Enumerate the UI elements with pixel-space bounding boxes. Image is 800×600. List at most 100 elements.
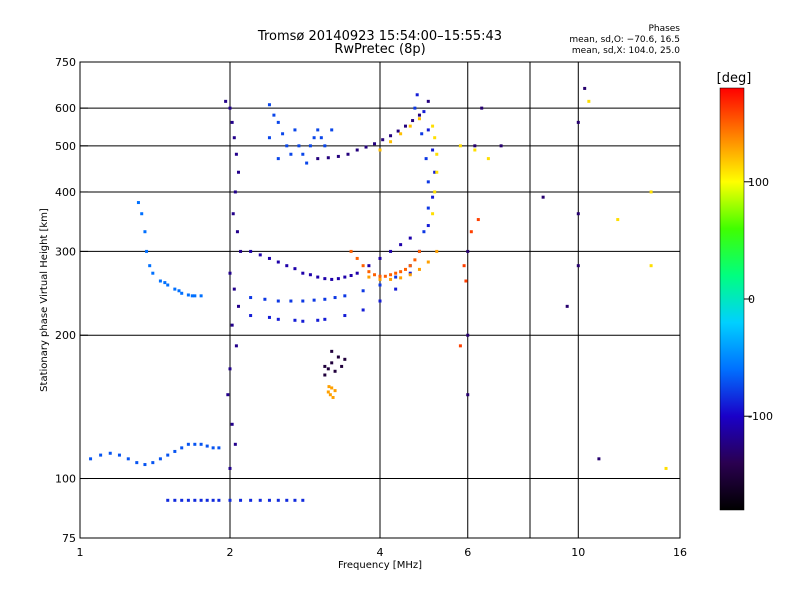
data-point xyxy=(343,357,347,361)
x-axis-ticks: 1 2 4 6 10 16 xyxy=(77,546,688,559)
colorbar-ticks: 100 0 -100 xyxy=(744,176,773,423)
data-point xyxy=(151,271,155,275)
data-point xyxy=(408,271,412,275)
data-point xyxy=(426,99,430,103)
data-point xyxy=(565,304,569,308)
data-point xyxy=(417,113,421,117)
stats-heading: Phases xyxy=(648,24,680,34)
data-point xyxy=(583,86,587,90)
data-point xyxy=(217,446,221,450)
data-point xyxy=(378,283,382,287)
data-point xyxy=(281,132,285,136)
data-point xyxy=(258,253,262,257)
data-point xyxy=(239,249,243,253)
data-point xyxy=(541,195,545,199)
data-point xyxy=(323,373,327,377)
data-point xyxy=(249,314,253,318)
data-point xyxy=(230,323,234,327)
data-point xyxy=(408,236,412,240)
data-point xyxy=(305,161,309,165)
data-point xyxy=(649,190,653,194)
data-point xyxy=(323,277,327,281)
data-point xyxy=(312,298,316,302)
data-point xyxy=(378,274,382,278)
data-point xyxy=(319,136,323,140)
data-point xyxy=(383,274,387,278)
data-point xyxy=(336,154,340,158)
data-point xyxy=(186,498,190,502)
data-point xyxy=(301,319,305,323)
data-point xyxy=(289,299,293,303)
data-point xyxy=(336,355,340,359)
data-point xyxy=(476,218,480,222)
data-point xyxy=(330,361,334,365)
data-point xyxy=(224,99,228,103)
data-point xyxy=(145,249,149,253)
data-point xyxy=(285,264,289,268)
data-point xyxy=(180,446,184,450)
data-point xyxy=(177,289,181,293)
data-point xyxy=(433,170,437,174)
data-point xyxy=(381,138,385,142)
colorbar-label: [deg] xyxy=(717,71,752,86)
data-point xyxy=(239,498,243,502)
data-point xyxy=(431,124,435,128)
data-point xyxy=(378,277,382,281)
data-point xyxy=(231,212,235,216)
data-point xyxy=(343,314,347,318)
data-point xyxy=(431,195,435,199)
y-tick-label: 750 xyxy=(55,56,76,69)
data-point xyxy=(466,393,470,397)
data-point xyxy=(464,279,468,283)
data-point xyxy=(422,230,426,234)
data-point xyxy=(469,230,473,234)
data-point xyxy=(426,180,430,184)
data-point xyxy=(349,249,353,253)
data-point xyxy=(228,367,232,371)
x-axis-title: Frequency [MHz] xyxy=(338,560,422,571)
data-point xyxy=(234,344,238,348)
data-point xyxy=(297,144,301,148)
y-tick-label: 400 xyxy=(55,186,76,199)
data-point xyxy=(343,275,347,279)
y-tick-label: 200 xyxy=(55,329,76,342)
data-point xyxy=(355,256,359,260)
chart-title: Tromsø 20140923 15:54:00–15:55:43 xyxy=(257,29,502,44)
data-point xyxy=(389,249,393,253)
data-point xyxy=(422,110,426,114)
data-point xyxy=(117,453,121,457)
data-point xyxy=(316,318,320,322)
data-point xyxy=(473,144,477,148)
data-point xyxy=(408,273,412,277)
data-point xyxy=(258,498,262,502)
data-point xyxy=(276,498,280,502)
data-point xyxy=(232,287,236,291)
data-point xyxy=(413,106,417,110)
data-point xyxy=(458,344,462,348)
data-point xyxy=(249,498,253,502)
y-axis-title: Stationary phase Virtual Height [km] xyxy=(39,208,50,392)
data-point xyxy=(230,120,234,124)
data-point xyxy=(576,120,580,124)
data-point xyxy=(378,299,382,303)
data-point xyxy=(186,442,190,446)
data-point xyxy=(211,498,215,502)
data-point xyxy=(158,457,162,461)
data-point xyxy=(180,498,184,502)
y-tick-label: 600 xyxy=(55,102,76,115)
data-point xyxy=(389,134,393,138)
data-point xyxy=(426,260,430,264)
data-point xyxy=(330,277,334,281)
data-point xyxy=(333,389,337,393)
data-point xyxy=(326,156,330,160)
data-point xyxy=(433,190,437,194)
data-point xyxy=(211,446,215,450)
data-point xyxy=(323,297,327,301)
data-point xyxy=(233,190,237,194)
data-point xyxy=(361,289,365,293)
data-point xyxy=(276,317,280,321)
data-point xyxy=(226,393,230,397)
data-point xyxy=(316,275,320,279)
data-point xyxy=(99,453,103,457)
colorbar-tick-label: 100 xyxy=(748,176,769,189)
